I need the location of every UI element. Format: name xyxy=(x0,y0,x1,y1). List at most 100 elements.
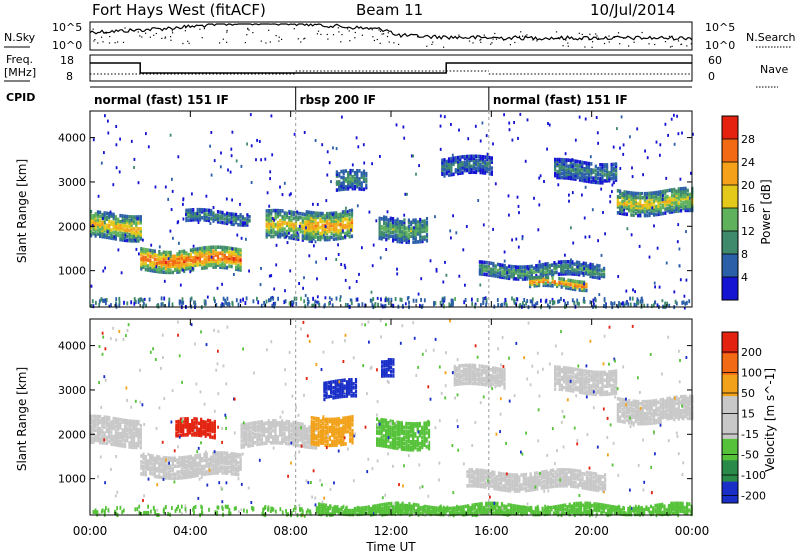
velocity-cell xyxy=(137,443,140,448)
power-cell xyxy=(299,227,302,232)
power-cell xyxy=(557,260,560,264)
power-scatter xyxy=(634,290,636,294)
power-cell xyxy=(470,164,473,169)
power-cell xyxy=(123,224,127,229)
power-cell xyxy=(308,231,311,235)
velocity-cell xyxy=(344,420,347,424)
power-cell xyxy=(194,217,197,222)
power-cell xyxy=(335,213,338,217)
velocity-cell xyxy=(274,439,277,443)
power-cell xyxy=(189,268,192,272)
power-ground xyxy=(451,298,454,303)
power-cell xyxy=(401,220,404,224)
power-cell xyxy=(490,172,493,176)
velocity-cell xyxy=(351,436,354,441)
power-cell xyxy=(505,268,509,272)
power-cell xyxy=(542,272,545,277)
power-ground xyxy=(505,300,507,305)
power-cell xyxy=(488,157,491,162)
power-cell xyxy=(276,232,280,237)
power-ground xyxy=(193,300,196,305)
velocity-cell xyxy=(112,442,115,447)
power-cell xyxy=(598,268,601,272)
velocity-cell xyxy=(117,423,120,428)
velocity-cell xyxy=(245,422,248,427)
power-cell xyxy=(212,245,215,249)
velocity-cell xyxy=(228,459,231,464)
velocity-cell xyxy=(324,429,327,434)
power-cell xyxy=(675,193,678,198)
power-scatter xyxy=(115,143,118,147)
power-cell xyxy=(144,249,147,254)
power-cell xyxy=(578,264,581,269)
velocity-cell xyxy=(278,427,282,431)
power-cell xyxy=(135,217,138,221)
noise-search-point xyxy=(518,35,521,37)
power-cell xyxy=(670,210,674,214)
power-scatter xyxy=(92,138,95,142)
velocity-cell xyxy=(212,467,215,471)
power-cell xyxy=(274,230,277,235)
power-cell xyxy=(503,271,506,276)
velocity-cell xyxy=(126,419,129,423)
power-cell xyxy=(338,182,341,186)
power-cell xyxy=(599,179,602,183)
power-cell xyxy=(353,184,357,189)
power-cell xyxy=(114,225,117,229)
power-cell xyxy=(578,170,582,174)
power-cell xyxy=(459,165,462,169)
power-cell xyxy=(666,198,669,203)
velocity-cell xyxy=(334,387,337,392)
power-cell xyxy=(583,173,586,177)
velocity-cell xyxy=(187,455,190,459)
power-cell xyxy=(684,192,687,197)
power-cell xyxy=(239,254,242,258)
power-cell xyxy=(196,215,199,220)
velocity-cell xyxy=(114,417,117,421)
velocity-cell xyxy=(140,466,143,470)
power-cell xyxy=(276,208,280,213)
velocity-cell xyxy=(96,420,99,425)
power-cell xyxy=(512,273,515,277)
power-scatter xyxy=(355,136,358,140)
power-cell xyxy=(189,266,192,270)
velocity-cell xyxy=(269,431,272,435)
power-cell xyxy=(135,231,138,235)
power-cell xyxy=(610,170,613,175)
power-cell xyxy=(137,227,140,231)
power-cell xyxy=(189,208,192,212)
velocity-cell xyxy=(105,417,108,422)
velocity-cell xyxy=(185,467,188,472)
power-cell xyxy=(643,203,646,208)
power-cell xyxy=(140,267,143,271)
power-cell xyxy=(239,262,242,266)
power-cell xyxy=(425,232,429,237)
power-cell xyxy=(578,270,581,275)
power-cell xyxy=(180,265,183,270)
power-cell xyxy=(468,154,471,159)
velocity-cell xyxy=(149,465,152,470)
power-scatter xyxy=(107,212,110,215)
power-cell xyxy=(167,262,170,267)
velocity-cell xyxy=(183,463,186,468)
power-cell xyxy=(228,212,231,216)
velocity-cell xyxy=(90,424,93,429)
power-cell xyxy=(587,167,591,172)
power-ground xyxy=(139,297,142,302)
power-cell xyxy=(454,156,457,160)
power-ground xyxy=(272,302,275,306)
power-cell xyxy=(121,232,124,236)
power-cell xyxy=(219,220,222,224)
velocity-cell xyxy=(337,433,340,437)
cpid-label: CPID xyxy=(6,91,35,104)
velocity-cell xyxy=(130,431,133,436)
velocity-cell xyxy=(292,420,295,425)
velocity-cell xyxy=(188,431,191,435)
power-cell xyxy=(328,217,331,222)
velocity-cell xyxy=(272,435,275,439)
power-cell xyxy=(689,192,692,197)
power-scatter xyxy=(371,264,374,268)
power-scatter xyxy=(574,138,577,142)
power-heatmap xyxy=(90,112,694,310)
power-cell xyxy=(121,214,124,218)
